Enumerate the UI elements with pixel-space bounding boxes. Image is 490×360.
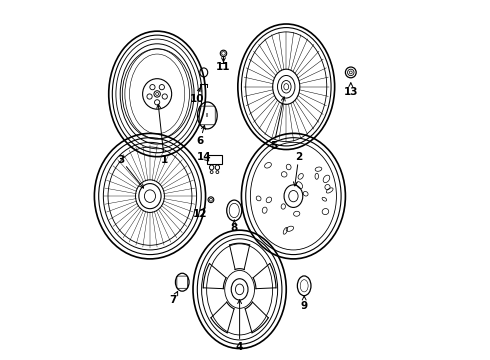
Ellipse shape — [227, 200, 242, 221]
Text: 3: 3 — [118, 155, 125, 165]
Text: 8: 8 — [231, 224, 238, 233]
Text: 4: 4 — [236, 342, 244, 352]
Text: 2: 2 — [295, 152, 302, 162]
Text: 13: 13 — [343, 87, 358, 97]
Ellipse shape — [297, 276, 311, 296]
Text: 9: 9 — [300, 301, 308, 311]
Ellipse shape — [175, 273, 189, 291]
Text: II: II — [206, 113, 209, 118]
Text: 6: 6 — [196, 136, 204, 145]
Text: 11: 11 — [216, 62, 231, 72]
Text: 10: 10 — [189, 94, 204, 104]
Ellipse shape — [197, 102, 217, 129]
Text: 7: 7 — [170, 295, 177, 305]
Text: 12: 12 — [193, 209, 207, 219]
Text: 14: 14 — [196, 152, 211, 162]
Text: 1: 1 — [161, 155, 168, 165]
Text: 5: 5 — [270, 141, 277, 151]
